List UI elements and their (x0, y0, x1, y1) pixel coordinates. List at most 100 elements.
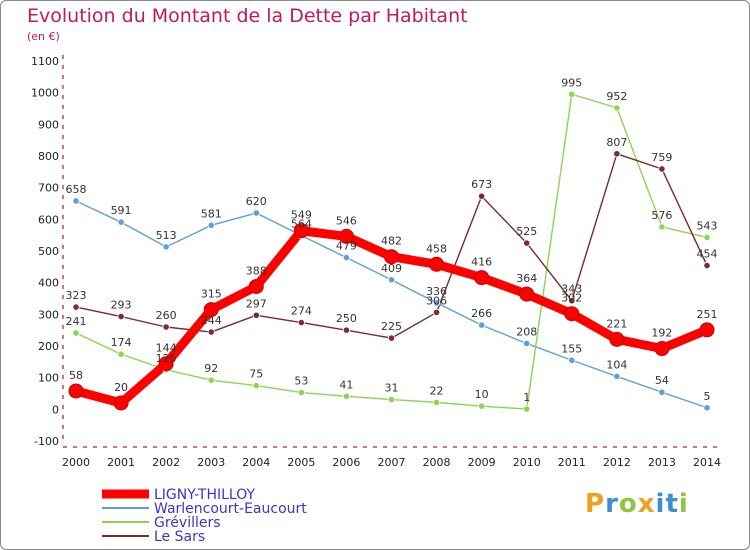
legend: LIGNY-THILLOYWarlencourt-EaucourtGrévill… (102, 487, 307, 545)
data-label: 297 (246, 297, 267, 310)
chart-title: Evolution du Montant de la Dette par Hab… (27, 5, 468, 27)
logo-letter: i (678, 489, 689, 519)
data-label: 104 (606, 358, 627, 371)
data-label: 260 (156, 309, 177, 322)
data-label: 759 (651, 151, 672, 164)
data-point (338, 228, 354, 244)
legend-label: Warlencourt-Eaucourt (154, 501, 307, 517)
data-point (432, 398, 441, 406)
data-label: 174 (111, 336, 132, 349)
data-label: 225 (381, 320, 402, 333)
data-label: 251 (697, 308, 718, 321)
data-label: 155 (561, 342, 582, 355)
y-tick-label: 900 (38, 118, 59, 131)
y-tick-label: 100 (38, 372, 59, 385)
data-point (387, 334, 396, 342)
data-point (387, 395, 396, 404)
y-tick-label: -100 (34, 435, 59, 448)
data-point (703, 404, 711, 412)
data-label: 306 (426, 294, 447, 307)
data-point (699, 322, 715, 338)
data-label: 581 (201, 207, 222, 220)
data-label: 364 (516, 272, 537, 285)
data-point (252, 381, 260, 390)
logo-letter: r (605, 489, 619, 519)
data-label: 576 (651, 209, 672, 222)
data-label: 250 (336, 312, 357, 325)
y-tick-label: 500 (38, 245, 59, 258)
y-tick-label: 700 (38, 182, 59, 195)
data-point (613, 150, 621, 158)
data-point (387, 276, 396, 284)
data-point (564, 306, 580, 322)
y-tick-label: 800 (38, 150, 59, 163)
data-label: 221 (606, 317, 627, 330)
data-point (658, 388, 666, 396)
data-label: 302 (561, 292, 582, 305)
legend-label: Grévillers (154, 515, 221, 531)
data-point (68, 383, 84, 399)
data-label: 546 (336, 214, 357, 227)
data-point (429, 256, 445, 272)
data-label: 525 (516, 225, 537, 238)
x-tick-label: 2006 (332, 456, 360, 469)
proxiti-logo: Proxiti (585, 489, 689, 519)
data-label: 54 (655, 374, 669, 387)
data-point (658, 165, 666, 173)
data-point (523, 339, 531, 348)
logo-letter: o (618, 489, 638, 519)
y-tick-label: 1100 (31, 55, 59, 68)
data-label: 208 (516, 325, 537, 338)
data-label: 591 (111, 204, 132, 217)
x-tick-label: 2000 (62, 456, 90, 469)
data-point (252, 311, 260, 319)
data-point (568, 297, 576, 305)
data-point (117, 350, 125, 358)
data-point (474, 270, 490, 286)
x-tick-label: 2012 (603, 456, 631, 469)
data-label: 241 (66, 315, 87, 328)
data-label: 293 (111, 299, 132, 312)
data-point (523, 239, 531, 247)
data-label: 10 (475, 388, 489, 401)
data-label: 564 (291, 217, 312, 230)
data-label: 92 (204, 362, 218, 375)
data-label: 458 (426, 242, 447, 255)
data-label: 807 (606, 136, 627, 149)
data-label: 41 (339, 378, 353, 391)
data-label: 125 (156, 352, 177, 365)
data-label: 31 (385, 382, 399, 395)
x-tick-label: 2010 (513, 456, 541, 469)
data-label: 416 (471, 256, 492, 269)
data-point (609, 331, 625, 347)
data-label: 409 (381, 262, 402, 275)
data-point (162, 243, 170, 251)
data-label: 995 (561, 76, 582, 89)
x-tick-label: 2009 (468, 456, 496, 469)
data-point (613, 104, 621, 112)
data-label: 315 (201, 288, 222, 301)
data-label: 5 (704, 390, 711, 403)
data-point (162, 323, 170, 331)
data-label: 620 (246, 195, 267, 208)
data-point (297, 388, 305, 397)
x-tick-label: 2003 (197, 456, 225, 469)
data-label: 22 (430, 384, 444, 397)
data-point (72, 329, 80, 337)
y-tick-label: 1000 (31, 87, 59, 100)
y-tick-label: 600 (38, 213, 59, 226)
data-label: 513 (156, 229, 177, 242)
logo-letter: i (655, 489, 666, 519)
data-label: 274 (291, 305, 312, 318)
data-point (613, 372, 621, 380)
data-label: 482 (381, 235, 402, 248)
data-label: 543 (697, 219, 718, 232)
data-label: 192 (651, 327, 672, 340)
data-label: 75 (249, 368, 263, 381)
data-point (568, 356, 576, 364)
data-point (117, 218, 125, 226)
data-label: 244 (201, 314, 222, 327)
data-label: 144 (156, 342, 177, 355)
